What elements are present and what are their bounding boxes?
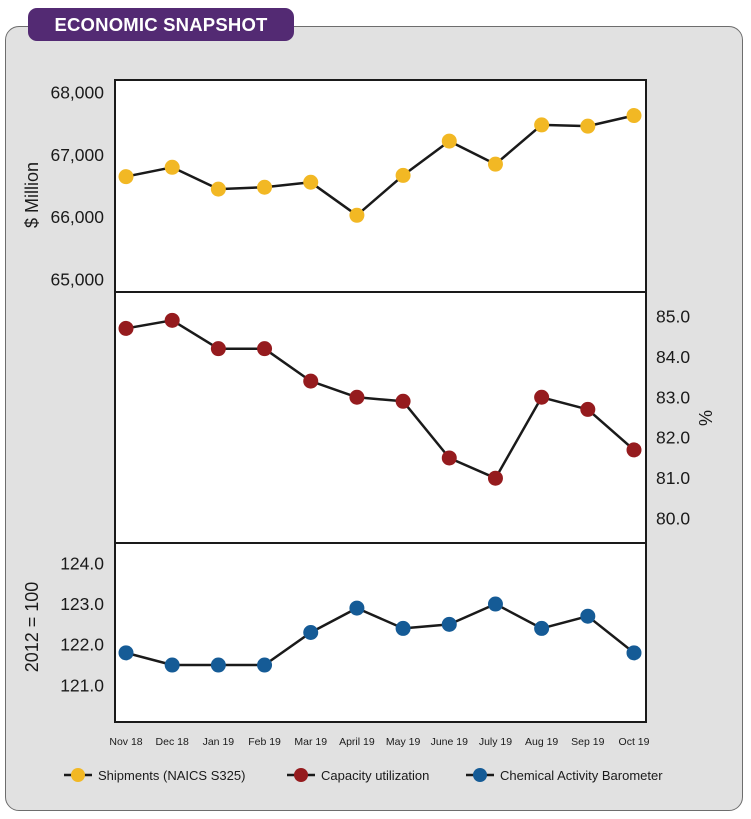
point-shipments xyxy=(257,179,273,195)
series-line-capacity xyxy=(125,319,635,480)
legend-label: Shipments (NAICS S325) xyxy=(98,768,245,783)
point-shipments xyxy=(626,108,642,124)
point-capacity xyxy=(580,401,596,417)
legend-label: Chemical Activity Barometer xyxy=(500,768,663,783)
panel-cab xyxy=(114,542,647,723)
point-shipments xyxy=(349,207,365,223)
point-cab xyxy=(395,620,411,636)
ytick-capacity: 81.0 xyxy=(656,468,690,488)
page-title: ECONOMIC SNAPSHOT xyxy=(28,8,294,41)
xtick-label: Oct 19 xyxy=(619,736,650,748)
legend-marker xyxy=(294,768,308,782)
ytick-shipments: 67,000 xyxy=(50,145,104,165)
ytick-shipments: 68,000 xyxy=(50,82,104,102)
legend-marker xyxy=(473,768,487,782)
point-cab xyxy=(349,600,365,616)
point-cab xyxy=(580,608,596,624)
xtick-label: Dec 18 xyxy=(156,736,189,748)
point-capacity xyxy=(164,312,180,328)
point-shipments xyxy=(118,169,134,185)
ytick-capacity: 85.0 xyxy=(656,306,690,326)
xtick-label: June 19 xyxy=(431,736,469,748)
point-capacity xyxy=(441,450,457,466)
point-capacity xyxy=(303,373,319,389)
point-capacity xyxy=(210,341,226,357)
xtick-label: Feb 19 xyxy=(248,736,281,748)
xtick-label: Mar 19 xyxy=(294,736,327,748)
panel-capacity xyxy=(114,291,647,544)
series-line-cab xyxy=(125,602,635,667)
point-cab xyxy=(164,657,180,673)
xtick-label: Sep 19 xyxy=(571,736,604,748)
xtick-label: April 19 xyxy=(339,736,375,748)
point-shipments xyxy=(534,117,550,133)
point-shipments xyxy=(487,156,503,172)
ytick-shipments: 66,000 xyxy=(50,207,104,227)
point-cab xyxy=(534,620,550,636)
ytick-capacity: 84.0 xyxy=(656,347,690,367)
legend-marker xyxy=(71,768,85,782)
panel-shipments xyxy=(114,79,647,293)
point-cab xyxy=(210,657,226,673)
legend-label: Capacity utilization xyxy=(321,768,429,783)
ytick-cab: 121.0 xyxy=(60,675,104,695)
xtick-label: Nov 18 xyxy=(109,736,142,748)
point-cab xyxy=(441,616,457,632)
xtick-label: Aug 19 xyxy=(525,736,558,748)
xtick-label: May 19 xyxy=(386,736,421,748)
ytick-cab: 123.0 xyxy=(60,594,104,614)
ytick-cab: 122.0 xyxy=(60,635,104,655)
ylabel-capacity: % xyxy=(696,410,716,426)
point-shipments xyxy=(210,181,226,197)
point-capacity xyxy=(349,389,365,405)
point-capacity xyxy=(118,320,134,336)
point-capacity xyxy=(487,470,503,486)
ytick-capacity: 82.0 xyxy=(656,428,690,448)
point-capacity xyxy=(626,442,642,458)
ylabel-shipments: $ Million xyxy=(22,162,42,228)
point-cab xyxy=(487,596,503,612)
xtick-label: July 19 xyxy=(479,736,512,748)
point-shipments xyxy=(303,174,319,190)
xtick-label: Jan 19 xyxy=(203,736,235,748)
point-cab xyxy=(118,645,134,661)
point-capacity xyxy=(395,393,411,409)
point-shipments xyxy=(441,133,457,149)
ytick-cab: 124.0 xyxy=(60,553,104,573)
ylabel-cab: 2012 = 100 xyxy=(22,582,42,673)
ytick-shipments: 65,000 xyxy=(50,270,104,290)
point-cab xyxy=(626,645,642,661)
point-capacity xyxy=(257,341,273,357)
point-shipments xyxy=(395,167,411,183)
ytick-capacity: 80.0 xyxy=(656,509,690,529)
series-line-shipments xyxy=(125,114,635,217)
point-cab xyxy=(303,625,319,640)
point-shipments xyxy=(580,118,596,134)
point-shipments xyxy=(164,159,180,175)
ytick-capacity: 83.0 xyxy=(656,387,690,407)
point-cab xyxy=(257,657,273,673)
point-capacity xyxy=(534,389,550,405)
